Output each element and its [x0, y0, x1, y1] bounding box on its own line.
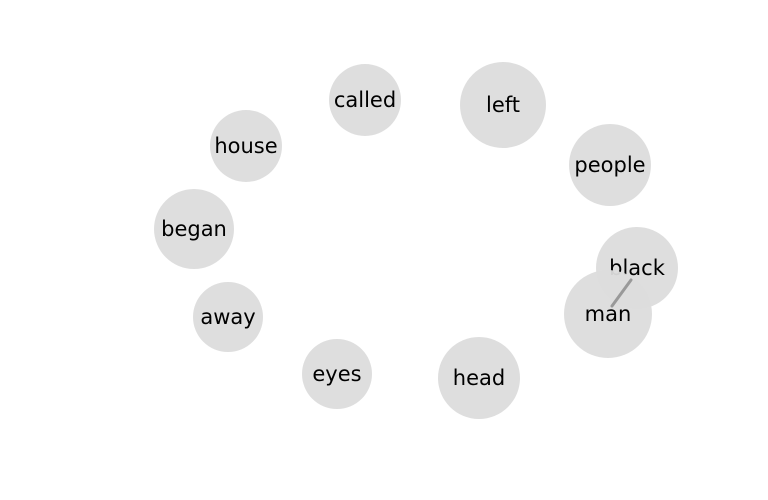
node-label-house: house — [214, 134, 277, 158]
node-called: called — [329, 64, 401, 136]
edge-black-man — [610, 278, 633, 308]
node-circle-people — [569, 124, 651, 206]
node-label-man: man — [585, 302, 632, 326]
node-circle-began — [154, 189, 234, 269]
node-circle-house — [210, 110, 282, 182]
node-eyes: eyes — [302, 339, 372, 409]
node-circle-eyes — [302, 339, 372, 409]
node-label-people: people — [574, 153, 645, 177]
node-circle-left — [460, 62, 546, 148]
node-away: away — [193, 282, 263, 352]
node-left: left — [460, 62, 546, 148]
node-label-eyes: eyes — [312, 362, 361, 386]
node-circle-man — [564, 270, 652, 358]
node-circle-called — [329, 64, 401, 136]
node-label-left: left — [486, 93, 520, 117]
node-label-head: head — [453, 366, 505, 390]
node-label-called: called — [334, 88, 396, 112]
node-people: people — [569, 124, 651, 206]
node-head: head — [438, 337, 520, 419]
node-label-away: away — [200, 305, 255, 329]
node-house: house — [210, 110, 282, 182]
node-circle-head — [438, 337, 520, 419]
node-circle-away — [193, 282, 263, 352]
node-label-began: began — [161, 217, 227, 241]
node-began: began — [154, 189, 234, 269]
node-man: man — [564, 270, 652, 358]
